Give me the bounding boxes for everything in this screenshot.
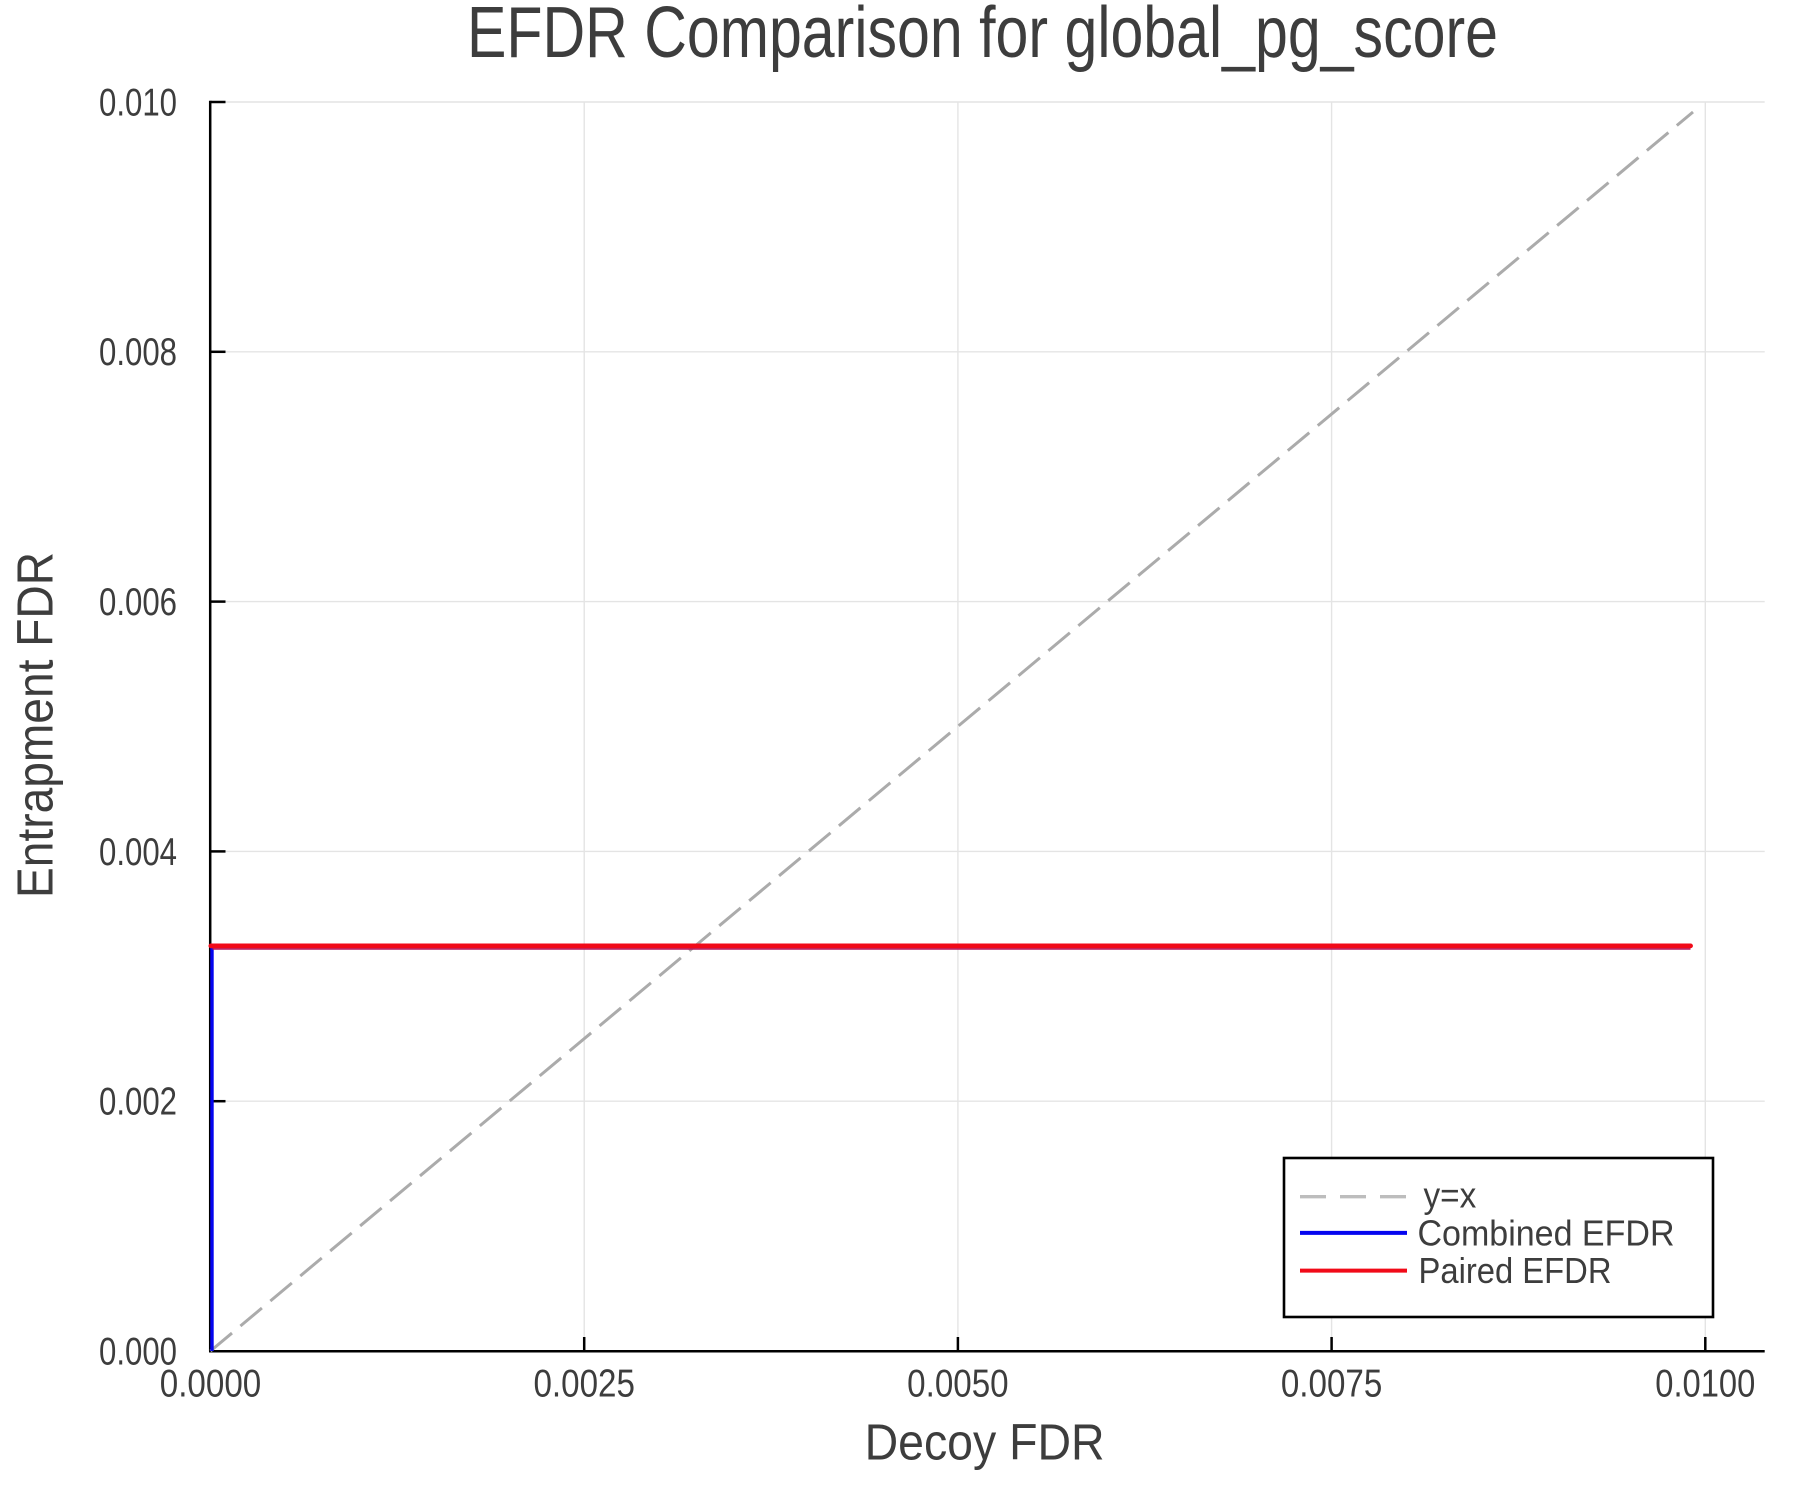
svg-text:0.008: 0.008 (99, 331, 177, 374)
svg-text:y=x: y=x (1424, 1175, 1477, 1216)
svg-text:Combined EFDR: Combined EFDR (1418, 1212, 1675, 1253)
svg-text:Decoy FDR: Decoy FDR (865, 1414, 1105, 1471)
svg-text:EFDR Comparison for global_pg_: EFDR Comparison for global_pg_score (467, 0, 1498, 73)
svg-text:0.0025: 0.0025 (533, 1363, 635, 1406)
svg-text:0.000: 0.000 (99, 1330, 177, 1373)
svg-text:0.002: 0.002 (99, 1081, 177, 1124)
svg-text:0.0000: 0.0000 (160, 1363, 262, 1406)
svg-text:0.004: 0.004 (99, 831, 177, 874)
svg-text:0.0075: 0.0075 (1281, 1363, 1383, 1406)
svg-text:0.0100: 0.0100 (1655, 1363, 1755, 1406)
svg-text:Entrapment FDR: Entrapment FDR (7, 552, 64, 898)
svg-text:Paired EFDR: Paired EFDR (1419, 1250, 1612, 1291)
svg-text:0.006: 0.006 (99, 581, 177, 624)
svg-text:0.010: 0.010 (99, 81, 177, 124)
svg-text:0.0050: 0.0050 (907, 1363, 1009, 1406)
